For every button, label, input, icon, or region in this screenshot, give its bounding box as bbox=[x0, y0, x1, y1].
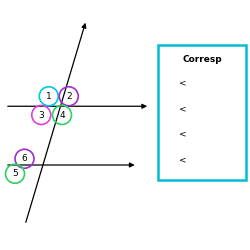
Text: 2: 2 bbox=[66, 92, 71, 101]
Text: <: < bbox=[178, 130, 186, 138]
Text: <: < bbox=[178, 78, 186, 87]
Text: 1: 1 bbox=[46, 92, 52, 101]
Text: <: < bbox=[178, 155, 186, 164]
Text: Corresp: Corresp bbox=[182, 55, 222, 64]
Bar bbox=[158, 45, 246, 180]
Text: 3: 3 bbox=[38, 110, 44, 120]
Text: 5: 5 bbox=[12, 169, 18, 178]
Text: 4: 4 bbox=[59, 110, 65, 120]
Text: 6: 6 bbox=[22, 154, 28, 163]
Text: <: < bbox=[178, 104, 186, 113]
